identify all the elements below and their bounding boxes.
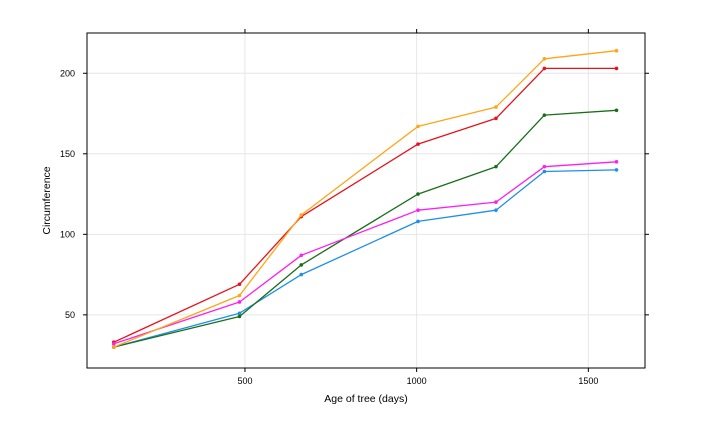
data-point bbox=[614, 48, 619, 53]
x-tick-label: 1500 bbox=[578, 376, 598, 386]
plot-frame bbox=[86, 32, 646, 369]
data-point bbox=[494, 164, 498, 169]
data-point bbox=[542, 113, 547, 117]
series-lines bbox=[111, 48, 619, 349]
y-tick-label: 50 bbox=[65, 310, 75, 320]
series-5 bbox=[111, 48, 619, 349]
series-4 bbox=[111, 160, 619, 346]
data-point bbox=[416, 142, 420, 146]
data-point bbox=[416, 219, 420, 224]
data-point bbox=[614, 66, 619, 71]
data-point bbox=[416, 192, 420, 196]
data-point bbox=[299, 213, 304, 217]
data-point bbox=[542, 56, 547, 61]
axis-ticks: 500 1000 1500 50 100 150 200 bbox=[60, 29, 649, 386]
data-point bbox=[299, 253, 304, 258]
data-point bbox=[237, 314, 242, 319]
data-point bbox=[299, 263, 304, 267]
grid-lines bbox=[87, 33, 645, 368]
data-point bbox=[299, 272, 304, 277]
x-axis-title: Age of tree (days) bbox=[324, 393, 407, 405]
series-3 bbox=[111, 108, 619, 349]
data-point bbox=[111, 342, 116, 346]
series-line bbox=[113, 50, 617, 348]
data-point bbox=[614, 160, 619, 164]
series-line bbox=[113, 169, 617, 348]
data-point bbox=[494, 208, 498, 212]
data-point bbox=[494, 116, 498, 121]
data-point bbox=[494, 105, 498, 109]
data-point bbox=[542, 164, 547, 169]
data-point bbox=[416, 208, 420, 212]
data-point bbox=[237, 282, 242, 287]
data-point bbox=[237, 293, 242, 298]
series-line bbox=[113, 67, 617, 343]
data-point bbox=[494, 200, 498, 204]
data-point bbox=[614, 108, 619, 113]
series-2 bbox=[111, 66, 619, 345]
x-tick-label: 1000 bbox=[407, 376, 427, 386]
y-tick-label: 200 bbox=[60, 68, 75, 78]
data-point bbox=[237, 311, 242, 316]
y-axis-title: Circumference bbox=[41, 166, 53, 234]
x-tick-label: 500 bbox=[237, 376, 252, 386]
data-point bbox=[237, 300, 242, 304]
data-point bbox=[542, 66, 547, 71]
series-line bbox=[113, 109, 617, 348]
data-point bbox=[416, 124, 420, 129]
data-point bbox=[614, 168, 619, 172]
series-1 bbox=[111, 168, 619, 349]
y-tick-label: 100 bbox=[60, 229, 75, 239]
data-point bbox=[542, 169, 547, 174]
y-tick-label: 150 bbox=[60, 149, 75, 159]
data-point bbox=[111, 345, 116, 349]
